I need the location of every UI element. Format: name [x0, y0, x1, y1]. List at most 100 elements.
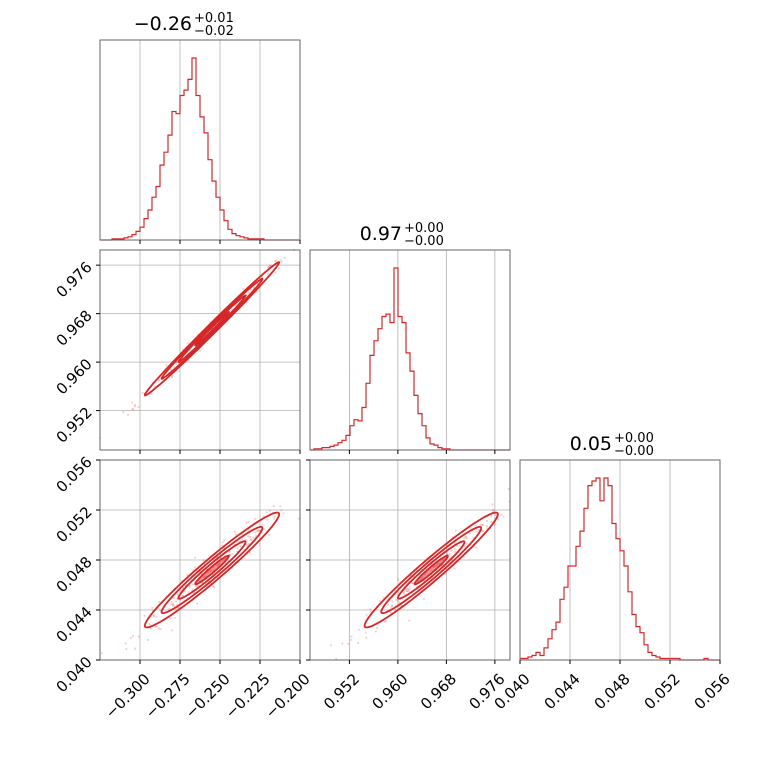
- sample-point: [464, 542, 468, 545]
- sample-point: [464, 536, 467, 539]
- sample-point: [172, 605, 175, 608]
- sample-point: [174, 600, 177, 603]
- sample-point: [411, 582, 414, 585]
- sample-point: [143, 614, 146, 617]
- title-layer: −0.26 +0.01−0.020.97 +0.00−0.000.05 +0.00−0…: [134, 11, 654, 459]
- sample-point: [382, 596, 385, 599]
- sample-point: [182, 586, 185, 589]
- sample-point: [213, 586, 216, 589]
- sample-point: [491, 508, 495, 512]
- contour-level-4: [143, 261, 281, 397]
- sample-point: [277, 266, 280, 269]
- sample-point: [129, 637, 132, 640]
- sample-point: [233, 530, 236, 533]
- sample-point: [448, 553, 451, 556]
- sample-point: [170, 603, 173, 606]
- sample-point: [267, 272, 270, 275]
- sample-point: [183, 590, 186, 593]
- contour-level-1: [194, 311, 230, 347]
- panel-title-value-2: 0.05: [570, 433, 612, 455]
- sample-point: [406, 590, 409, 593]
- sample-point: [126, 413, 130, 416]
- sample-point: [152, 614, 155, 617]
- sample-point: [502, 515, 505, 518]
- sample-point: [254, 531, 257, 534]
- sample-point: [492, 510, 495, 513]
- sample-point: [507, 487, 510, 490]
- sample-point: [406, 587, 409, 591]
- sample-point: [172, 602, 175, 605]
- panel-title-upper-error-1: +0.00: [404, 221, 444, 236]
- sample-point: [272, 517, 276, 520]
- sample-point: [158, 600, 161, 604]
- sample-point: [155, 625, 158, 628]
- sample-point: [465, 537, 468, 540]
- contour-level-1: [413, 554, 449, 586]
- sample-point: [158, 378, 161, 381]
- sample-point: [258, 529, 261, 532]
- sample-point: [474, 524, 477, 527]
- sample-point: [254, 534, 258, 537]
- contour-level-4: [143, 511, 281, 629]
- contour-layer: [143, 261, 499, 629]
- sample-point: [397, 591, 400, 594]
- panel-frame-1-0: [99, 249, 301, 451]
- sample-point: [350, 638, 353, 642]
- sample-point: [369, 608, 372, 611]
- sample-point: [422, 597, 425, 601]
- contour-level-2: [177, 294, 247, 364]
- sample-point: [280, 509, 283, 512]
- sample-point: [195, 602, 199, 605]
- sample-point: [169, 617, 172, 620]
- sample-point: [486, 519, 489, 523]
- sample-point: [151, 606, 154, 609]
- sample-point: [402, 591, 405, 594]
- sample-point: [379, 600, 382, 603]
- sample-point: [397, 600, 400, 603]
- histogram-0: [100, 57, 300, 241]
- sample-point: [405, 590, 408, 593]
- sample-point: [247, 520, 250, 524]
- sample-point: [188, 586, 191, 589]
- sample-point: [188, 584, 192, 587]
- x-tick-label: 0.968: [417, 670, 460, 713]
- sample-point: [391, 605, 394, 608]
- sample-point: [482, 529, 485, 533]
- sample-point: [464, 535, 467, 538]
- panel-title-value-1: 0.97: [360, 223, 402, 245]
- sample-point: [146, 638, 149, 642]
- sample-point: [234, 533, 237, 536]
- sample-point: [481, 523, 484, 526]
- x-tick-label: 0.044: [541, 670, 584, 713]
- label-layer: −0.300−0.275−0.250−0.225−0.200 0.952 0.960…: [53, 258, 734, 722]
- y-tick-label: 0.040: [53, 653, 96, 696]
- sample-point: [171, 604, 174, 607]
- panel-title-upper-error-2: +0.00: [614, 431, 654, 446]
- sample-point: [297, 517, 300, 520]
- sample-point: [394, 598, 398, 602]
- panel-title-lower-error-2: −0.00: [614, 444, 654, 459]
- y-tick-label: 0.044: [53, 603, 96, 646]
- sample-point: [329, 644, 332, 647]
- scatter-layer: [99, 249, 511, 661]
- sample-point: [394, 608, 397, 611]
- sample-point: [391, 600, 394, 603]
- x-tick-label: 0.952: [320, 670, 363, 713]
- x-tick-label: 0.048: [591, 670, 634, 713]
- sample-point: [458, 545, 461, 548]
- sample-point: [408, 619, 411, 622]
- sample-point: [272, 505, 275, 508]
- sample-point: [173, 616, 176, 619]
- panel-title-upper-error-0: +0.01: [194, 11, 234, 26]
- sample-point: [268, 509, 271, 512]
- sample-point: [176, 592, 179, 596]
- sample-point: [245, 521, 248, 524]
- sample-point: [469, 532, 472, 535]
- sample-point: [137, 635, 140, 638]
- sample-point: [479, 523, 482, 526]
- sample-point: [246, 539, 249, 542]
- sample-point: [250, 538, 253, 542]
- sample-point: [131, 401, 134, 404]
- sample-point: [374, 630, 377, 633]
